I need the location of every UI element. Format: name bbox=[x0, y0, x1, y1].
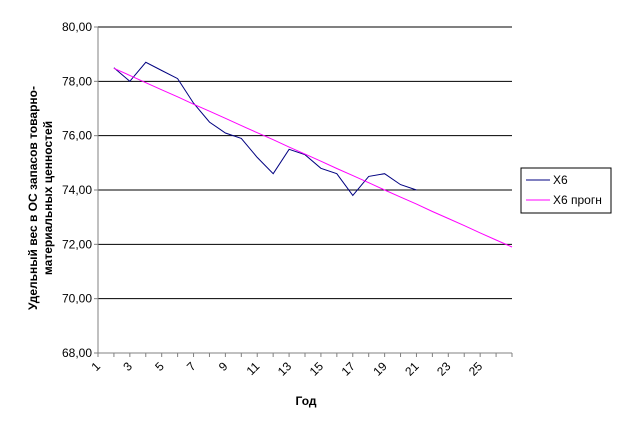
x-tick-label: 5 bbox=[152, 359, 167, 374]
data-point bbox=[464, 225, 465, 226]
y-axis-title-line-2: материальных ценностей bbox=[41, 121, 55, 275]
y-tick-label: 70,00 bbox=[62, 292, 92, 306]
y-tick-label: 80,00 bbox=[62, 20, 92, 34]
x-tick-label: 11 bbox=[244, 359, 263, 378]
data-point bbox=[480, 232, 481, 233]
data-point bbox=[209, 122, 210, 123]
x-tick-label: 9 bbox=[216, 359, 231, 374]
x-tick-label: 1 bbox=[88, 359, 103, 374]
data-point bbox=[416, 190, 417, 191]
data-point bbox=[320, 161, 321, 162]
gridlines bbox=[98, 26, 512, 354]
data-point bbox=[209, 111, 210, 112]
legend: X6 X6 прогн bbox=[520, 167, 612, 214]
data-point bbox=[161, 70, 162, 71]
y-axis-ticks: 68,00 70,00 72,00 74,00 76,00 78,00 80,00 bbox=[62, 20, 98, 360]
data-point bbox=[225, 118, 226, 119]
data-point bbox=[193, 103, 194, 104]
data-point bbox=[320, 168, 321, 169]
legend-label-x6: X6 bbox=[553, 173, 568, 187]
x-tick-label: 13 bbox=[275, 359, 295, 379]
legend-box bbox=[520, 167, 612, 214]
x-tick-label: 19 bbox=[370, 359, 390, 379]
y-tick-label: 68,00 bbox=[62, 346, 92, 360]
x-tick-label: 23 bbox=[434, 359, 454, 379]
x-axis-ticks: 1 3 5 7 9 11 13 15 17 19 21 23 25 bbox=[88, 353, 513, 379]
x-tick-label: 25 bbox=[466, 359, 486, 379]
data-point bbox=[129, 75, 130, 76]
series-line-x6 bbox=[113, 61, 417, 197]
series-line-x6-forecast bbox=[113, 67, 513, 248]
data-point bbox=[177, 96, 178, 97]
x-tick-label: 3 bbox=[120, 359, 135, 374]
data-point bbox=[384, 173, 385, 174]
data-point bbox=[400, 184, 401, 185]
data-point bbox=[416, 204, 417, 205]
data-point bbox=[352, 195, 353, 196]
data-point bbox=[113, 68, 114, 69]
x-tick-label: 21 bbox=[402, 359, 422, 379]
data-point bbox=[289, 149, 290, 150]
x-axis-title: Год bbox=[296, 394, 317, 408]
data-point bbox=[432, 211, 433, 212]
x-tick-label: 17 bbox=[339, 359, 359, 379]
data-point bbox=[496, 240, 497, 241]
y-axis-title-line-1: Удельный вес в ОС запасов товарно- bbox=[26, 86, 40, 310]
data-point bbox=[129, 81, 130, 82]
data-point bbox=[177, 78, 178, 79]
data-point bbox=[289, 147, 290, 148]
data-point bbox=[273, 139, 274, 140]
data-point bbox=[400, 197, 401, 198]
legend-label-x6-forecast: X6 прогн bbox=[553, 193, 602, 207]
data-point bbox=[368, 182, 369, 183]
data-point bbox=[273, 173, 274, 174]
series-layer bbox=[113, 61, 513, 248]
y-axis-title: Удельный вес в ОС запасов товарно- матер… bbox=[26, 86, 55, 310]
data-point bbox=[512, 247, 513, 248]
data-point bbox=[161, 89, 162, 90]
data-point bbox=[352, 175, 353, 176]
y-tick-label: 74,00 bbox=[62, 183, 92, 197]
data-point bbox=[193, 104, 194, 105]
data-point bbox=[257, 132, 258, 133]
data-point bbox=[257, 157, 258, 158]
data-point bbox=[145, 82, 146, 83]
y-tick-label: 78,00 bbox=[62, 74, 92, 88]
data-point bbox=[336, 168, 337, 169]
y-tick-label: 76,00 bbox=[62, 129, 92, 143]
x-tick-label: 15 bbox=[307, 359, 327, 379]
data-point bbox=[368, 176, 369, 177]
data-point bbox=[241, 138, 242, 139]
data-point bbox=[225, 133, 226, 134]
data-point bbox=[336, 173, 337, 174]
data-point bbox=[145, 62, 146, 63]
x-tick-label: 7 bbox=[184, 359, 199, 374]
data-point bbox=[384, 190, 385, 191]
data-point bbox=[448, 218, 449, 219]
y-tick-label: 72,00 bbox=[62, 237, 92, 251]
data-point bbox=[241, 125, 242, 126]
data-point bbox=[305, 154, 306, 155]
